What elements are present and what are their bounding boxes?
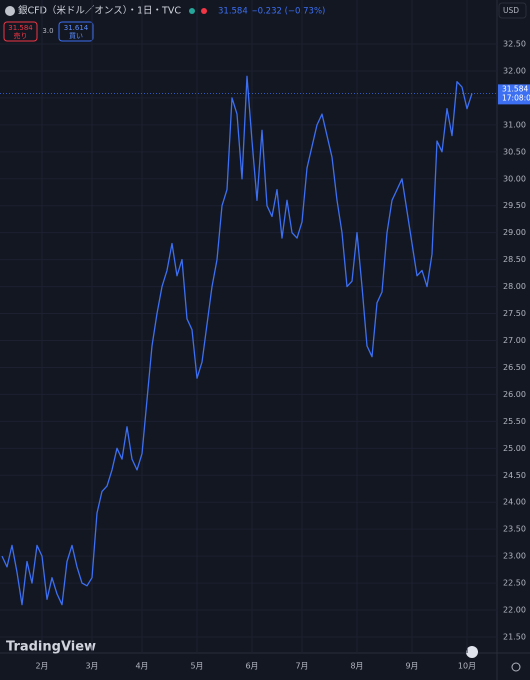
- y-tick-label: 23.00: [503, 552, 526, 561]
- y-tick-label: 32.00: [503, 66, 526, 75]
- price-line: [1, 75, 473, 606]
- x-tick-label: 10月: [458, 662, 476, 671]
- buy-price: 31.614: [64, 24, 89, 32]
- price-label: 31.584: [502, 84, 528, 93]
- symbol-icon: [5, 6, 15, 16]
- y-tick-label: 27.00: [503, 336, 526, 345]
- y-tick-label: 21.50: [503, 633, 526, 642]
- y-tick-label: 22.00: [503, 606, 526, 615]
- y-tick-label: 29.00: [503, 228, 526, 237]
- y-tick-label: 22.50: [503, 579, 526, 588]
- y-tick-label: 28.50: [503, 255, 526, 264]
- y-tick-label: 28.00: [503, 282, 526, 291]
- y-tick-label: 32.50: [503, 40, 526, 49]
- y-tick-label: 26.50: [503, 363, 526, 372]
- y-tick-label: 30.00: [503, 174, 526, 183]
- y-tick-label: 30.50: [503, 147, 526, 156]
- price-label-box: [498, 84, 530, 105]
- buy-label: 買い: [69, 32, 83, 40]
- status-dot: [201, 8, 207, 14]
- y-tick-label: 24.00: [503, 498, 526, 507]
- y-tick-label: 23.50: [503, 525, 526, 534]
- brand: TradingView: [6, 640, 96, 655]
- x-tick-label: 3月: [85, 662, 98, 671]
- sell-price: 31.584: [8, 24, 33, 32]
- y-tick-label: 27.50: [503, 309, 526, 318]
- y-tick-label: 24.50: [503, 471, 526, 480]
- sell-button[interactable]: [3, 21, 38, 42]
- y-tick-label: 29.50: [503, 201, 526, 210]
- x-tick-label: 4月: [135, 662, 148, 671]
- symbol: 銀CFD（米ドル／オンス）・1日・TVC: [18, 5, 181, 17]
- x-tick-label: 8月: [350, 662, 363, 671]
- y-tick-label: 31.00: [503, 120, 526, 129]
- flag-icon: [466, 646, 478, 658]
- x-tick-label: 6月: [245, 662, 258, 671]
- sell-label: 売り: [14, 31, 28, 40]
- settings-icon[interactable]: [511, 662, 521, 672]
- y-tick-label: 26.00: [503, 390, 526, 399]
- quote: 31.584 −0.232 (−0.73%): [218, 7, 325, 17]
- time-label: 17:08:00: [502, 93, 530, 102]
- x-tick-label: 7月: [295, 662, 308, 671]
- buy-button[interactable]: [58, 21, 94, 42]
- y-tick-label: 25.00: [503, 444, 526, 453]
- x-tick-label: 9月: [405, 662, 418, 671]
- x-tick-label: 5月: [190, 662, 203, 671]
- x-tick-label: 2月: [35, 662, 48, 671]
- currency-button[interactable]: [498, 2, 527, 19]
- plot: 21.50 22.00 22.50 23.00 23.50 24.00 24.50 25.00…: [0, 0, 526, 671]
- spread: 3.0: [42, 27, 53, 35]
- y-tick-label: 25.50: [503, 417, 526, 426]
- currency: USD: [503, 6, 519, 15]
- status-dot: [189, 8, 195, 14]
